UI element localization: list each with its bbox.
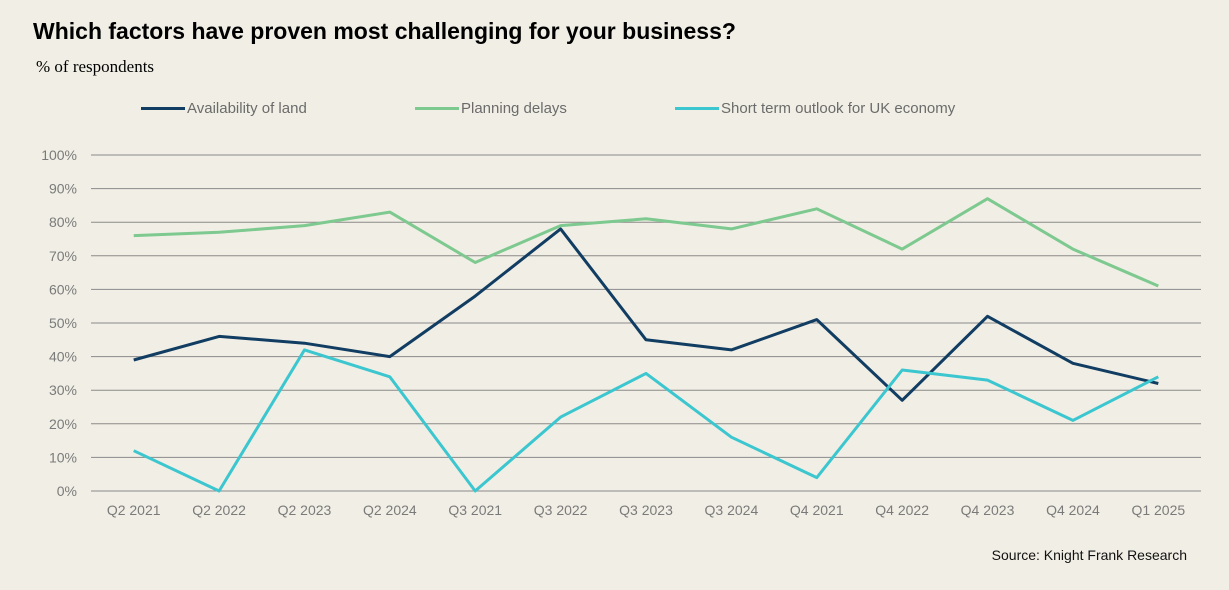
x-tick-label: Q3 2024 [705, 502, 759, 518]
chart-subtitle: % of respondents [36, 57, 155, 76]
legend-label-planning-delays: Planning delays [461, 100, 567, 117]
legend-item-planning-delays: Planning delays [415, 100, 567, 117]
legend-label-availability-of-land: Availability of land [187, 100, 307, 117]
gridlines [91, 154, 1201, 492]
legend-item-short-term-outlook: Short term outlook for UK economy [675, 100, 955, 117]
y-tick-label: 30% [49, 382, 77, 398]
y-tick-label: 100% [41, 147, 77, 163]
x-tick-label: Q3 2023 [619, 502, 673, 518]
x-tick-label: Q2 2021 [107, 502, 161, 518]
legend-swatch-planning-delays [415, 107, 459, 110]
y-tick-label: 40% [49, 349, 77, 365]
x-tick-label: Q4 2024 [1046, 502, 1100, 518]
series-line-short-term-outlook-for-uk-economy [133, 348, 1159, 493]
x-tick-label: Q1 2025 [1131, 502, 1185, 518]
x-tick-label: Q4 2023 [961, 502, 1015, 518]
x-axis-tick-labels: Q2 2021 Q2 2022 Q2 2023 Q2 2024 Q3 2021 Q3 20… [107, 502, 1186, 518]
series-line-availability-of-land [133, 227, 1159, 402]
legend: Availability of land Planning delays Sho… [0, 100, 1229, 122]
x-tick-label: Q3 2022 [534, 502, 588, 518]
y-tick-label: 90% [49, 181, 77, 197]
series-line-planning-delays [133, 197, 1159, 288]
x-tick-label: Q2 2024 [363, 502, 417, 518]
legend-item-availability-of-land: Availability of land [141, 100, 307, 117]
series-lines [133, 197, 1159, 493]
x-tick-label: Q2 2023 [278, 502, 332, 518]
x-tick-label: Q4 2022 [875, 502, 929, 518]
y-tick-label: 50% [49, 315, 77, 331]
legend-label-short-term-outlook: Short term outlook for UK economy [721, 100, 956, 117]
legend-swatch-short-term-outlook [675, 107, 719, 110]
x-tick-label: Q4 2021 [790, 502, 844, 518]
y-tick-label: 60% [49, 281, 77, 297]
source-note: Source: Knight Frank Research [991, 547, 1187, 563]
legend-swatch-availability-of-land [141, 107, 185, 110]
x-tick-label: Q2 2022 [192, 502, 246, 518]
y-tick-label: 10% [49, 449, 77, 465]
y-tick-label: 20% [49, 416, 77, 432]
y-tick-label: 70% [49, 248, 77, 264]
x-tick-label: Q3 2021 [448, 502, 502, 518]
y-tick-label: 0% [57, 483, 77, 499]
chart-title: Which factors have proven most challengi… [33, 18, 736, 44]
y-axis-tick-labels: 0% 10% 20% 30% 40% 50% 60% 70% 80% 90% 100% [41, 147, 77, 499]
y-tick-label: 80% [49, 214, 77, 230]
